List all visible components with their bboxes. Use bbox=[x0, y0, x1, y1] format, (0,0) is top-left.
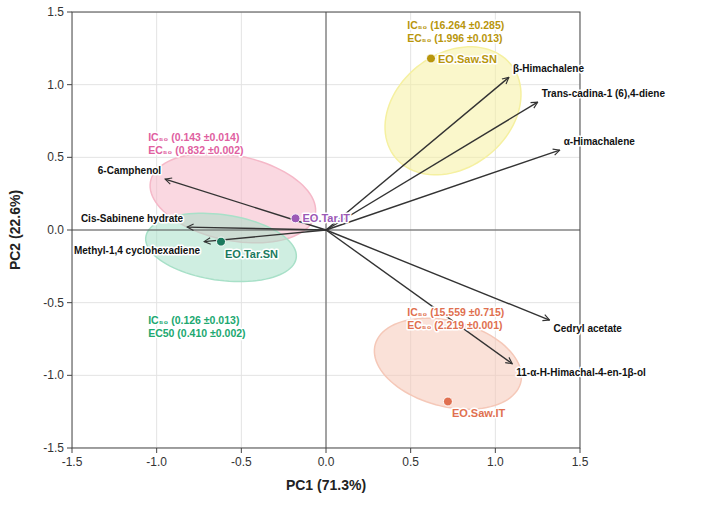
loading-label: Cedryl acetate bbox=[554, 323, 623, 334]
x-tick bbox=[72, 448, 73, 453]
y-tick bbox=[67, 230, 72, 231]
x-tick bbox=[495, 448, 496, 453]
x-tick bbox=[241, 448, 242, 453]
x-tick-label: -1.5 bbox=[62, 455, 83, 469]
y-tick bbox=[67, 84, 72, 85]
annotation-text: IC₅₀ (0.126 ±0.013) bbox=[148, 314, 239, 326]
plot-frame bbox=[72, 12, 580, 448]
labels: β-Himachalene Trans-cadina-1 (6),4-diene α… bbox=[74, 19, 666, 419]
x-tick-label: 1.0 bbox=[487, 455, 504, 469]
y-tick-label: -0.5 bbox=[43, 296, 64, 310]
group-ellipse bbox=[374, 318, 521, 409]
loading-label: β-Himachalene bbox=[513, 63, 585, 74]
y-tick bbox=[67, 302, 72, 303]
sample-label: EO.Saw.SN bbox=[438, 53, 497, 65]
loading-arrow bbox=[326, 150, 560, 230]
loading-label: α-Himachalene bbox=[564, 136, 636, 147]
loading-arrow bbox=[326, 77, 509, 230]
y-tick-label: -1.5 bbox=[43, 441, 64, 455]
annotation-text: IC₅₀ (16.264 ±0.285) bbox=[407, 19, 504, 31]
x-tick-label: 1.5 bbox=[572, 455, 589, 469]
y-tick bbox=[67, 12, 72, 13]
sample-point bbox=[291, 214, 300, 223]
loading-arrow bbox=[326, 230, 512, 364]
x-tick bbox=[410, 448, 411, 453]
y-tick bbox=[67, 157, 72, 158]
chart: -1.5 -1.0 -0.5 0.0 0.5 1.0 1.5 -1.5 -1.0 -0.5 0.0 0… bbox=[0, 0, 721, 508]
x-tick-label: 0.0 bbox=[318, 455, 335, 469]
y-tick-label: -1.0 bbox=[43, 368, 64, 382]
x-tick bbox=[156, 448, 157, 453]
annotation-text: EC₅₀ (1.996 ±0.013) bbox=[407, 32, 502, 44]
loading-label: Cis-Sabinene hydrate bbox=[81, 213, 184, 224]
y-tick bbox=[67, 448, 72, 449]
sample-label: EO.Tar.IT bbox=[303, 212, 351, 224]
x-tick bbox=[580, 448, 581, 453]
sample-label: EO.Tar.SN bbox=[225, 248, 278, 260]
plot-area bbox=[72, 12, 580, 448]
loading-label: 6-Camphenol bbox=[98, 165, 162, 176]
loading-label: Trans-cadina-1 (6),4-diene bbox=[542, 88, 666, 99]
annotation-text: IC₅₀ (15.559 ±0.715) bbox=[407, 306, 504, 318]
loading-arrow bbox=[187, 227, 326, 230]
y-tick-label: 1.5 bbox=[47, 5, 64, 19]
sample-point bbox=[217, 237, 226, 246]
x-tick-label: -1.0 bbox=[146, 455, 167, 469]
x-tick-label: -0.5 bbox=[231, 455, 252, 469]
sample-point bbox=[443, 397, 452, 406]
x-axis-label: PC1 (71.3%) bbox=[286, 477, 366, 493]
annotation-text: EC50 (0.410 ±0.002) bbox=[148, 327, 245, 339]
annotation-text: EC₅₀ (0.832 ±0.002) bbox=[148, 144, 243, 156]
x-tick-label: 0.5 bbox=[402, 455, 419, 469]
loading-label: Methyl-1,4 cyclohexadiene bbox=[74, 245, 201, 256]
sample-point bbox=[426, 54, 435, 63]
sample-label: EO.Saw.IT bbox=[452, 407, 506, 419]
group-ellipse bbox=[385, 47, 521, 175]
grid bbox=[72, 12, 580, 448]
y-axis-label: PC2 (22.6%) bbox=[7, 190, 23, 270]
y-tick-label: 0.0 bbox=[47, 223, 64, 237]
loading-label: 11-α-H-Himachal-4-en-1β-ol bbox=[516, 367, 646, 378]
annotation-text: EC₅₀ (2.219 ±0.001) bbox=[407, 319, 502, 331]
y-tick-label: 0.5 bbox=[47, 150, 64, 164]
annotation-text: IC₅₀ (0.143 ±0.014) bbox=[148, 131, 239, 143]
y-tick bbox=[67, 375, 72, 376]
plot-background bbox=[72, 12, 580, 448]
x-tick bbox=[326, 448, 327, 453]
y-tick-label: 1.0 bbox=[47, 78, 64, 92]
axes: -1.5 -1.0 -0.5 0.0 0.5 1.0 1.5 -1.5 -1.0 -0.5 0.0 0… bbox=[43, 5, 588, 469]
loading-arrow bbox=[326, 102, 538, 230]
loading-arrow bbox=[326, 230, 550, 320]
